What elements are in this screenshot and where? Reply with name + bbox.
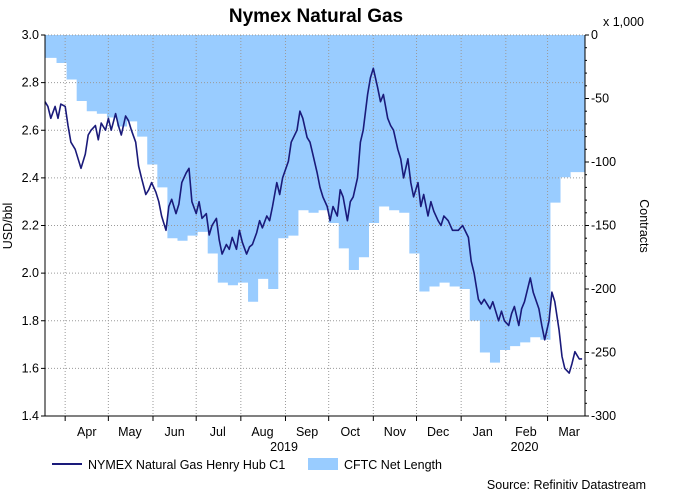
y-axis-left-label: USD/bbl xyxy=(1,203,15,250)
cftc-net-length-area xyxy=(45,35,585,363)
x-tick-label: Dec xyxy=(427,425,449,439)
y-tick-left-label: 2.0 xyxy=(22,266,39,280)
x-tick-label: Feb xyxy=(515,425,537,439)
x-tick-label: Nov xyxy=(384,425,407,439)
gas-price-line xyxy=(44,67,583,374)
legend-label-cftc: CFTC Net Length xyxy=(344,458,442,472)
y-tick-right-label: 0 xyxy=(591,28,598,42)
x-tick-label: Jan xyxy=(473,425,493,439)
y-tick-right-label: -250 xyxy=(591,346,616,360)
y-tick-left-label: 2.6 xyxy=(22,123,39,137)
x-tick-label: Jul xyxy=(210,425,226,439)
x-tick-label: Oct xyxy=(341,425,361,439)
y-tick-left-label: 3.0 xyxy=(22,28,39,42)
y-tick-left-label: 2.8 xyxy=(22,76,39,90)
y-tick-right-label: -150 xyxy=(591,219,616,233)
y-tick-left-label: 2.4 xyxy=(22,171,39,185)
y-tick-right-label: -300 xyxy=(591,409,616,423)
y-axis-right-label: Contracts xyxy=(637,199,651,253)
x-tick-label: Mar xyxy=(558,425,580,439)
y-tick-right-label: -50 xyxy=(591,92,609,106)
y-tick-right-label: -100 xyxy=(591,155,616,169)
legend-area-swatch xyxy=(308,458,338,470)
y-tick-left-label: 1.8 xyxy=(22,314,39,328)
y-tick-left-label: 1.4 xyxy=(22,409,39,423)
x-year-label: 2019 xyxy=(270,440,298,454)
plot-area: 1.4 1.6 1.8 2.0 2.2 2.4 2.6 2.8 3.0 -300 -250 -200 -… xyxy=(22,28,616,454)
chart-title: Nymex Natural Gas xyxy=(229,6,403,27)
y-tick-left-label: 1.6 xyxy=(22,361,39,375)
legend: NYMEX Natural Gas Henry Hub C1 CFTC Net … xyxy=(52,458,442,472)
x-year-label: 2020 xyxy=(511,440,539,454)
x-tick-label: Apr xyxy=(77,425,96,439)
x-tick-label: May xyxy=(118,425,142,439)
y-tick-left-label: 2.2 xyxy=(22,219,39,233)
source-note: Source: Refinitiv Datastream xyxy=(487,478,646,492)
x-tick-label: Jun xyxy=(165,425,185,439)
x-tick-label: Aug xyxy=(251,425,273,439)
legend-label-gas: NYMEX Natural Gas Henry Hub C1 xyxy=(88,458,285,472)
y-tick-right-label: -200 xyxy=(591,282,616,296)
right-axis-multiplier: x 1,000 xyxy=(603,15,644,29)
x-tick-label: Sep xyxy=(296,425,318,439)
